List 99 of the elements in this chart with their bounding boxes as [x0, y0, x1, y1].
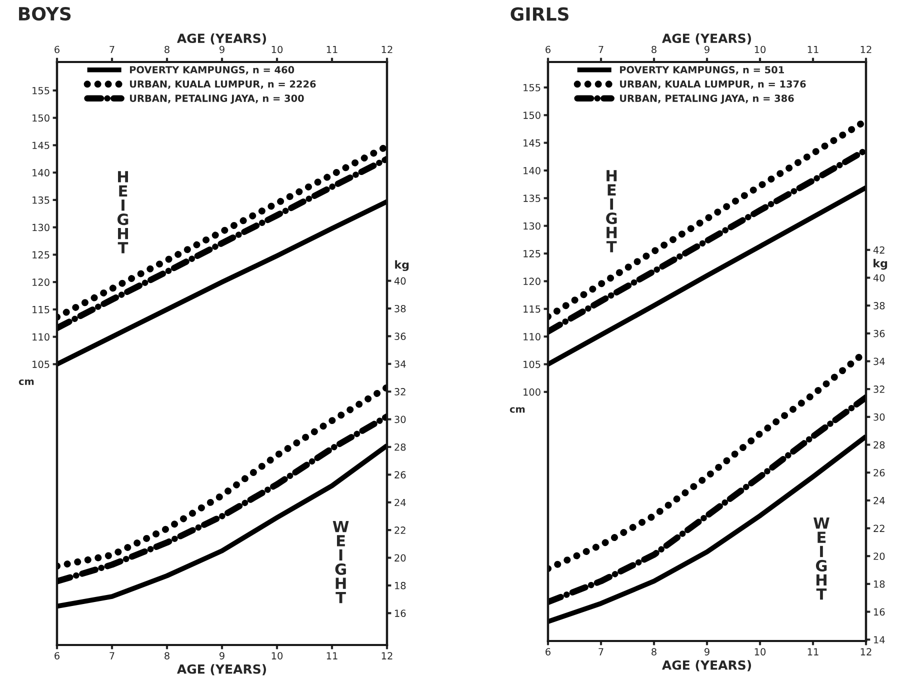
- x-tick-label: 6: [546, 648, 550, 656]
- x2-tick-label: 8: [652, 46, 656, 54]
- x2-tick-label: 10: [754, 46, 766, 54]
- x2-tick-label: 9: [220, 46, 224, 54]
- y2-tick-label: 42: [873, 246, 884, 254]
- x2-tick-label: 12: [860, 46, 872, 54]
- x-tick-label: 10: [272, 652, 283, 660]
- y-tick-label: 155: [524, 84, 540, 92]
- y-tick-label: 105: [524, 360, 540, 368]
- y2-tick-label: 14: [874, 636, 885, 644]
- x2-tick-label: 7: [598, 46, 604, 54]
- y-tick-label: 145: [524, 139, 540, 147]
- y-tick-label: 125: [524, 250, 540, 258]
- y2-tick-label: 32: [874, 386, 884, 393]
- y-tick-label: 115: [32, 306, 50, 314]
- x2-tick-label: 8: [164, 46, 170, 54]
- y-tick-label: 135: [32, 196, 50, 204]
- legend-label: URBAN, KUALA LUMPUR, n = 2226: [130, 80, 316, 89]
- y-tick-label: 120: [32, 278, 50, 286]
- y2-tick-label: 30: [394, 416, 406, 424]
- y2-tick-label: 36: [394, 332, 406, 340]
- y-tick-label: 150: [524, 112, 540, 119]
- chart-title: GIRLS: [510, 7, 568, 21]
- x2-axis-title: AGE (YEARS): [662, 33, 751, 45]
- y2-axis-title: kg: [874, 258, 888, 270]
- y2-tick-label: 18: [395, 582, 406, 590]
- y2-tick-label: 28: [874, 441, 885, 449]
- legend-label: URBAN, PETALING JAYA, n = 300: [130, 94, 304, 104]
- y-tick-label: 110: [524, 333, 540, 340]
- y2-tick-label: 40: [873, 274, 885, 282]
- chart-title: BOYS: [19, 6, 71, 21]
- y-tick-label: 110: [32, 333, 50, 341]
- y2-tick-label: 20: [874, 552, 885, 560]
- x2-tick-label: 12: [382, 46, 392, 54]
- y-axis-title: cm: [18, 379, 34, 386]
- y2-tick-label: 22: [874, 524, 884, 532]
- x2-tick-label: 9: [704, 46, 710, 54]
- y-tick-label: 140: [524, 166, 540, 174]
- y2-tick-label: 26: [874, 469, 885, 476]
- y-tick-label: 130: [32, 224, 50, 232]
- x-tick-label: 7: [598, 648, 604, 656]
- y-tick-label: 135: [524, 194, 540, 202]
- y2-tick-label: 34: [394, 360, 406, 368]
- y-tick-label: 155: [32, 87, 50, 94]
- annotation: HEIGHT: [606, 170, 617, 252]
- legend-label: URBAN, KUALA LUMPUR, n = 1376: [620, 80, 806, 89]
- y-tick-label: 150: [32, 114, 50, 122]
- y2-tick-label: 34: [874, 358, 885, 366]
- x2-tick-label: 6: [54, 46, 60, 54]
- x2-tick-label: 10: [272, 46, 283, 54]
- x-tick-label: 6: [54, 652, 60, 660]
- y2-tick-label: 24: [394, 498, 406, 506]
- y2-tick-label: 18: [874, 580, 885, 588]
- annotation: WEIGHT: [332, 520, 349, 604]
- y2-tick-label: 16: [395, 610, 406, 617]
- legend-label: POVERTY KAMPUNGS, n = 460: [130, 66, 294, 75]
- y2-tick-label: 22: [394, 526, 406, 534]
- x-tick-label: 12: [860, 648, 872, 656]
- x2-tick-label: 7: [110, 46, 114, 54]
- y2-tick-label: 40: [394, 277, 406, 285]
- y-tick-label: 100: [524, 388, 540, 396]
- y2-tick-label: 38: [874, 302, 885, 310]
- x2-tick-label: 6: [546, 46, 550, 54]
- legend-label: POVERTY KAMPUNGS, n = 501: [620, 66, 784, 75]
- y-axis-title: cm: [510, 407, 525, 413]
- x-tick-label: 8: [164, 652, 170, 660]
- y2-tick-label: 24: [874, 496, 885, 504]
- x-axis-title: AGE (YEARS): [662, 660, 751, 672]
- x-tick-label: 11: [808, 648, 818, 656]
- y2-tick-label: 30: [874, 413, 885, 421]
- y2-tick-label: 38: [394, 304, 406, 312]
- legend-label: URBAN, PETALING JAYA, n = 386: [620, 94, 794, 104]
- x2-axis-title: AGE (YEARS): [176, 33, 266, 45]
- y2-axis-title: kg: [395, 260, 409, 272]
- x-axis-title: AGE (YEARS): [176, 664, 266, 676]
- x-tick-label: 7: [110, 652, 114, 660]
- x2-tick-label: 11: [326, 46, 338, 54]
- y2-tick-label: 28: [394, 443, 406, 451]
- y2-tick-label: 16: [874, 608, 885, 616]
- x-tick-label: 12: [382, 652, 392, 660]
- y2-tick-label: 36: [874, 330, 885, 338]
- x-tick-label: 10: [754, 648, 766, 656]
- y-tick-label: 120: [524, 278, 540, 286]
- x-tick-label: 9: [220, 652, 224, 660]
- y-tick-label: 140: [32, 169, 50, 176]
- y2-tick-label: 32: [394, 388, 406, 396]
- x2-tick-label: 11: [808, 46, 818, 54]
- y2-tick-label: 26: [394, 471, 406, 478]
- y-tick-label: 125: [32, 251, 50, 259]
- annotation: HEIGHT: [117, 171, 128, 254]
- x-tick-label: 11: [326, 652, 338, 660]
- x-tick-label: 9: [704, 648, 710, 656]
- y-tick-label: 130: [524, 222, 540, 230]
- y-tick-label: 105: [32, 360, 50, 368]
- x-tick-label: 8: [652, 648, 656, 656]
- annotation: WEIGHT: [814, 518, 830, 600]
- y-tick-label: 145: [32, 142, 50, 150]
- y-tick-label: 115: [524, 305, 540, 313]
- y2-tick-label: 20: [394, 554, 406, 562]
